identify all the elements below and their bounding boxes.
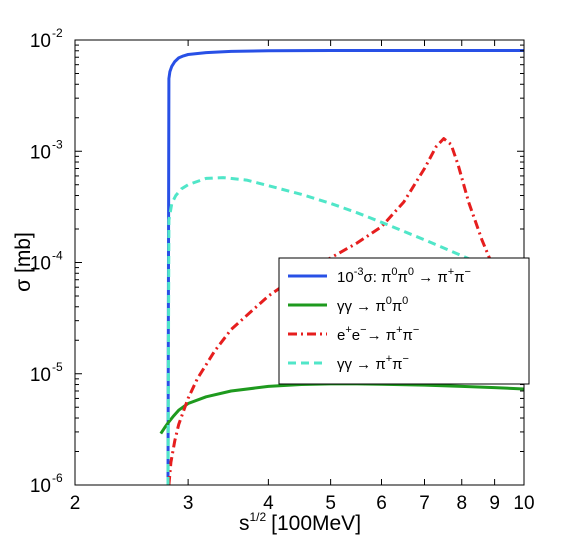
y-tick-label: 10 bbox=[30, 365, 51, 386]
x-tick-label: 5 bbox=[325, 493, 336, 514]
legend-label-4: γγ → π+π− bbox=[337, 353, 409, 373]
y-tick-label: 10 bbox=[30, 254, 51, 275]
x-tick-label: 8 bbox=[456, 493, 467, 514]
x-tick-label: 6 bbox=[376, 493, 387, 514]
series-line-4 bbox=[166, 176, 524, 485]
y-tick-label: 10 bbox=[30, 476, 51, 497]
y-tick-label: 10 bbox=[30, 31, 51, 52]
legend: 10-3σ: π0π0 → π+π− γγ → π0π0 e+e−→ π+π− γγ … bbox=[278, 257, 530, 385]
y-tick-label-exponent: -6 bbox=[52, 471, 63, 485]
y-tick-label-exponent: -5 bbox=[52, 360, 63, 374]
x-tick-label: 10 bbox=[513, 493, 534, 514]
series-layer bbox=[159, 49, 524, 485]
x-axis-label-exponent: 1/2 bbox=[249, 510, 266, 524]
series-line-1 bbox=[166, 49, 524, 485]
legend-label-3: e+e−→ π+π− bbox=[337, 324, 419, 344]
x-tick-label: 9 bbox=[489, 493, 500, 514]
x-tick-label: 3 bbox=[183, 493, 194, 514]
x-axis-label: s1/2 [100MeV] bbox=[239, 510, 361, 535]
series-line-2 bbox=[159, 382, 524, 435]
y-tick-label-exponent: -4 bbox=[52, 249, 63, 263]
y-axis-label: σ [mb] bbox=[12, 232, 35, 292]
x-axis-label-base: s bbox=[239, 512, 250, 535]
x-tick-label: 4 bbox=[263, 493, 274, 514]
x-tick-label: 7 bbox=[419, 493, 430, 514]
y-tick-label-exponent: -2 bbox=[52, 26, 63, 40]
series-line-3 bbox=[167, 137, 524, 485]
legend-label-1: 10-3σ: π0π0 → π+π− bbox=[337, 266, 471, 286]
y-tick-label: 10 bbox=[30, 142, 51, 163]
legend-label-2: γγ → π0π0 bbox=[337, 295, 408, 315]
x-tick-label: 2 bbox=[70, 493, 81, 514]
y-tick-label-exponent: -3 bbox=[52, 137, 63, 151]
x-axis-label-unit: [100MeV] bbox=[271, 512, 361, 535]
